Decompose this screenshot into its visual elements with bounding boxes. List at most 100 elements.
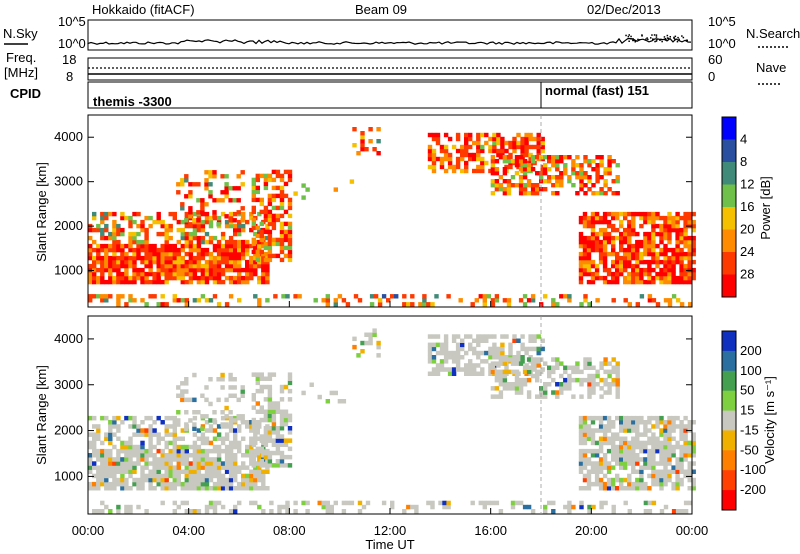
heatmap-cell xyxy=(468,371,473,376)
heatmap-cell xyxy=(224,194,229,199)
heatmap-cell xyxy=(619,271,624,277)
noise-search-point xyxy=(646,37,648,39)
heatmap-cell xyxy=(522,302,528,307)
heatmap-cell xyxy=(460,342,465,348)
heatmap-cell xyxy=(687,271,692,277)
heatmap-cell xyxy=(196,481,202,487)
heatmap-cell xyxy=(627,211,632,217)
heatmap-cell xyxy=(543,386,548,391)
heatmap-cell xyxy=(172,275,177,281)
heatmap-cell xyxy=(522,365,528,370)
heatmap-cell xyxy=(212,469,218,474)
heatmap-cell xyxy=(168,461,173,466)
heatmap-cell xyxy=(602,259,608,265)
heatmap-cell xyxy=(671,453,676,458)
heatmap-cell xyxy=(455,346,461,352)
heatmap-cell xyxy=(472,346,477,352)
heatmap-cell xyxy=(679,461,684,466)
heatmap-cell xyxy=(472,156,477,162)
heatmap-cell xyxy=(627,223,632,229)
heatmap-cell xyxy=(606,440,612,446)
heatmap-cell xyxy=(128,457,133,462)
heatmap-cell xyxy=(172,263,177,269)
heatmap-cell xyxy=(237,267,242,273)
heatmap-cell xyxy=(611,251,616,257)
heatmap-cell xyxy=(631,247,636,253)
heatmap-cell xyxy=(468,342,473,348)
heatmap-cell xyxy=(104,473,109,479)
heatmap-cell xyxy=(245,219,250,225)
heatmap-cell xyxy=(520,148,525,154)
heatmap-cell xyxy=(148,267,153,273)
heatmap-cell xyxy=(263,426,269,431)
heatmap-cell xyxy=(100,235,105,241)
colorbar-segment xyxy=(722,450,736,471)
heatmap-cell xyxy=(128,415,133,421)
heatmap-cell xyxy=(647,215,652,221)
heatmap-cell xyxy=(148,473,153,479)
heatmap-cell xyxy=(667,219,672,225)
heatmap-cell xyxy=(647,211,652,217)
heatmap-cell xyxy=(176,227,181,233)
heatmap-cell xyxy=(224,263,230,269)
heatmap-cell xyxy=(265,235,270,241)
heatmap-cell xyxy=(639,420,644,425)
heatmap-cell xyxy=(655,211,660,217)
heatmap-cell xyxy=(212,486,218,491)
heatmap-cell xyxy=(196,223,202,229)
heatmap-cell xyxy=(587,302,592,307)
heatmap-cell xyxy=(488,334,493,339)
heatmap-cell xyxy=(663,235,668,241)
heatmap-cell xyxy=(204,457,210,462)
heatmap-cell xyxy=(675,481,680,487)
heatmap-cell xyxy=(208,461,214,466)
heatmap-cell xyxy=(160,251,165,257)
heatmap-cell xyxy=(208,255,214,261)
heatmap-cell xyxy=(100,294,105,299)
heatmap-cell xyxy=(578,219,584,225)
heatmap-cell xyxy=(647,239,652,245)
heatmap-cell xyxy=(96,469,101,474)
heatmap-cell xyxy=(528,152,533,158)
heatmap-cell xyxy=(602,215,608,221)
heatmap-cell xyxy=(582,473,588,479)
heatmap-cell xyxy=(439,350,445,356)
heatmap-cell xyxy=(240,218,245,223)
heatmap-cell xyxy=(451,355,457,360)
heatmap-cell xyxy=(606,251,612,257)
heatmap-cell xyxy=(431,168,437,174)
heatmap-cell xyxy=(237,271,242,277)
heatmap-cell xyxy=(623,465,628,470)
heatmap-cell xyxy=(582,428,588,433)
heatmap-cell xyxy=(128,444,133,450)
heatmap-cell xyxy=(659,486,664,491)
heatmap-cell xyxy=(88,457,93,462)
heatmap-cell xyxy=(259,229,264,235)
heatmap-cell xyxy=(144,473,149,479)
heatmap-cell xyxy=(627,428,632,433)
heatmap-cell xyxy=(172,448,177,454)
heatmap-cell xyxy=(188,444,194,450)
heatmap-cell xyxy=(512,144,517,150)
heatmap-cell xyxy=(360,349,365,354)
heatmap-cell xyxy=(368,139,373,144)
heatmap-cell xyxy=(480,359,485,364)
heatmap-cell xyxy=(233,231,238,237)
heatmap-cell xyxy=(643,219,648,225)
heatmap-cell xyxy=(498,175,504,180)
heatmap-cell xyxy=(671,436,676,441)
heatmap-cell xyxy=(108,247,113,253)
heatmap-cell xyxy=(464,363,469,368)
heatmap-cell xyxy=(512,140,517,146)
heatmap-cell xyxy=(96,223,101,229)
heatmap-cell xyxy=(287,205,293,211)
heatmap-cell xyxy=(104,448,109,454)
heatmap-cell xyxy=(92,444,97,450)
heatmap-cell xyxy=(164,453,169,458)
heatmap-cell xyxy=(567,377,572,383)
heatmap-cell xyxy=(271,193,277,199)
nave-tick-top: 60 xyxy=(708,52,722,67)
heatmap-cell xyxy=(555,175,560,180)
heatmap-cell xyxy=(571,183,576,188)
heatmap-cell xyxy=(555,390,560,395)
